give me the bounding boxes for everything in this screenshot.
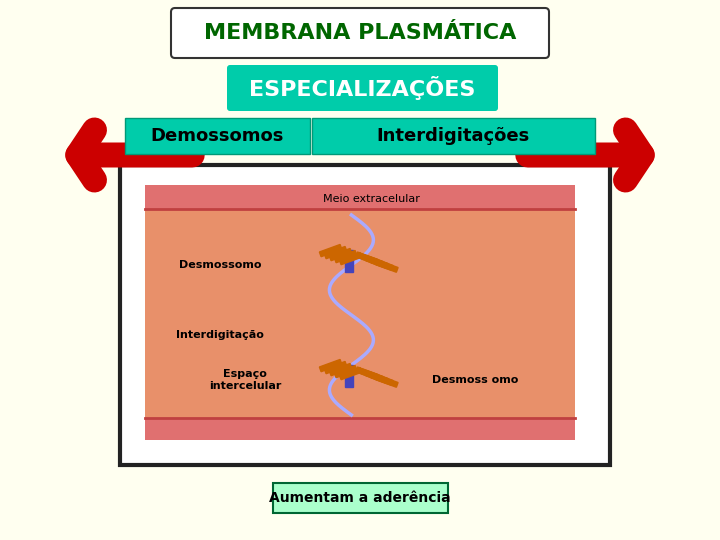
FancyBboxPatch shape: [145, 418, 575, 440]
FancyBboxPatch shape: [120, 165, 610, 465]
Text: Desmossomo: Desmossomo: [179, 260, 261, 270]
FancyBboxPatch shape: [272, 483, 448, 513]
Bar: [361, 369, 383, 381]
FancyBboxPatch shape: [171, 8, 549, 58]
Text: Espaço
intercelular: Espaço intercelular: [209, 369, 282, 391]
Text: Meio extracelular: Meio extracelular: [323, 194, 420, 204]
Text: Demossomos: Demossomos: [150, 127, 284, 145]
FancyBboxPatch shape: [145, 185, 575, 210]
Bar: [366, 371, 388, 383]
Text: ESPECIALIZAÇÕES: ESPECIALIZAÇÕES: [249, 76, 476, 100]
Bar: [356, 367, 378, 379]
Bar: [334, 366, 357, 377]
Bar: [339, 253, 361, 265]
Bar: [329, 363, 352, 376]
Text: Desmoss omo: Desmoss omo: [432, 375, 518, 385]
Bar: [346, 250, 354, 272]
FancyArrowPatch shape: [78, 130, 192, 180]
Bar: [376, 260, 398, 272]
FancyBboxPatch shape: [227, 65, 498, 111]
FancyBboxPatch shape: [145, 185, 575, 440]
Bar: [356, 252, 378, 264]
Bar: [371, 373, 393, 385]
Text: Aumentam a aderência: Aumentam a aderência: [269, 491, 451, 505]
Bar: [376, 375, 398, 387]
FancyArrowPatch shape: [528, 130, 642, 180]
Bar: [325, 246, 347, 259]
Text: Interdigitações: Interdigitações: [377, 127, 530, 145]
Bar: [334, 251, 357, 262]
Bar: [325, 361, 347, 374]
Text: MEMBRANA PLASMÁTICA: MEMBRANA PLASMÁTICA: [204, 23, 516, 43]
Bar: [346, 365, 354, 387]
Text: Interdigitação: Interdigitação: [176, 330, 264, 340]
FancyBboxPatch shape: [125, 118, 310, 154]
Bar: [371, 258, 393, 270]
Bar: [366, 256, 388, 268]
FancyBboxPatch shape: [312, 118, 595, 154]
Bar: [320, 360, 342, 372]
Bar: [320, 245, 342, 256]
Bar: [361, 254, 383, 266]
Bar: [339, 368, 361, 380]
Bar: [329, 248, 352, 261]
